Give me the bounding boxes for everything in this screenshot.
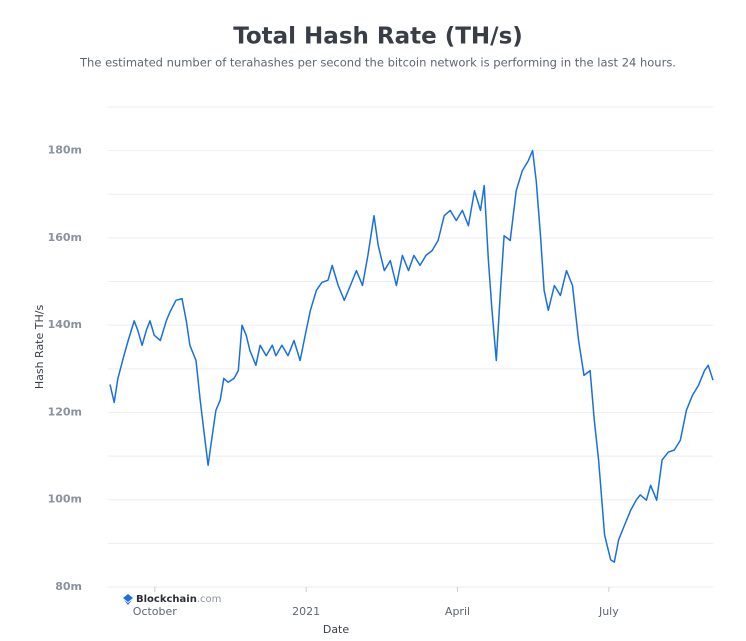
brand-suffix: .com	[197, 594, 222, 605]
y-tick-label: 160m	[48, 231, 82, 244]
line-series	[109, 149, 714, 563]
brand-icon	[123, 594, 133, 605]
chart-subtitle: The estimated number of terahashes per s…	[79, 56, 676, 70]
x-tick-label: 2021	[292, 605, 320, 618]
watermark: Blockchain.com	[123, 594, 221, 605]
x-tick-label: October	[133, 605, 177, 618]
svg-text:Blockchain.com: Blockchain.com	[136, 594, 221, 605]
y-tick-label: 140m	[48, 318, 82, 331]
y-tick-label: 80m	[55, 580, 82, 593]
y-tick-label: 180m	[48, 144, 82, 157]
brand-name: Blockchain	[136, 594, 197, 605]
y-tick-label: 120m	[48, 405, 82, 418]
x-axis-label: Date	[323, 623, 350, 636]
x-tick-label: April	[445, 605, 470, 618]
y-axis-label: Hash Rate TH/s	[33, 305, 46, 390]
chart-title: Total Hash Rate (TH/s)	[233, 24, 523, 50]
grid	[108, 106, 713, 588]
x-tick-label: July	[598, 605, 619, 618]
y-tick-label: 100m	[48, 493, 82, 506]
